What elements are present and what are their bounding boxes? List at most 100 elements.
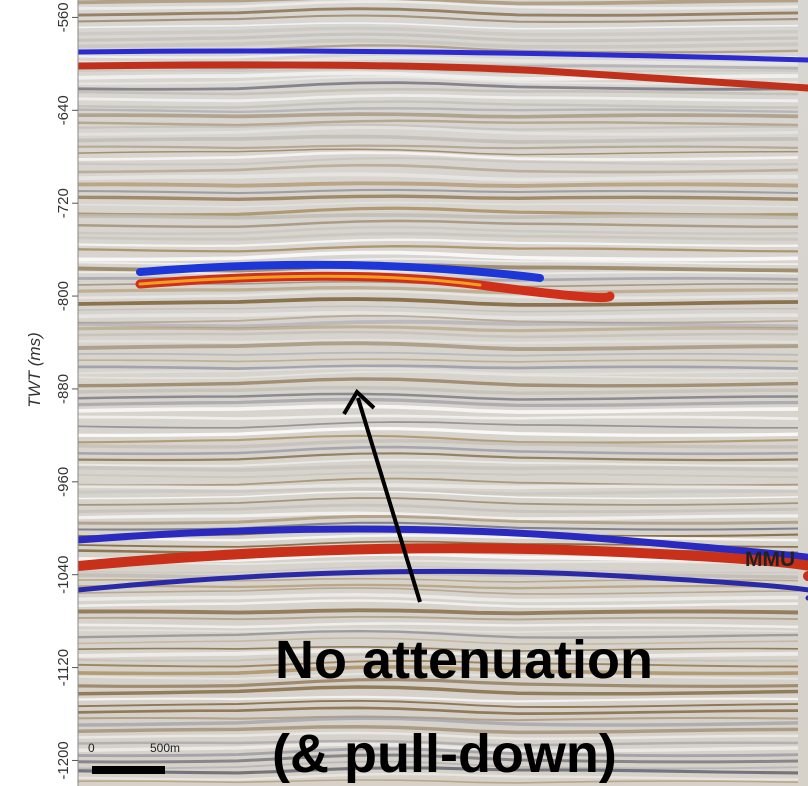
- trace: [78, 194, 799, 202]
- trace: [78, 742, 799, 753]
- y-tick-label: -720: [55, 188, 72, 218]
- annotation-text: No attenuation: [275, 630, 653, 690]
- trace: [78, 471, 799, 479]
- trace: [78, 370, 799, 379]
- trace: [78, 0, 799, 6]
- trace: [78, 297, 799, 307]
- trace: [78, 445, 799, 456]
- trace: [78, 351, 799, 357]
- trace: [78, 483, 799, 490]
- trace: [78, 172, 799, 182]
- trace: [78, 659, 799, 668]
- y-tick-label: -640: [55, 95, 72, 125]
- trace: [78, 134, 799, 144]
- trace: [78, 385, 799, 395]
- trace: [78, 695, 799, 703]
- trace: [78, 615, 799, 621]
- trace: [78, 250, 799, 262]
- trace: [78, 458, 799, 467]
- trace: [78, 311, 799, 320]
- trace: [78, 511, 799, 521]
- trace: [78, 477, 799, 487]
- trace: [78, 366, 799, 376]
- trace: [78, 314, 799, 324]
- trace: [78, 125, 799, 136]
- trace: [78, 38, 799, 49]
- trace: [78, 583, 799, 590]
- trace: [78, 779, 799, 784]
- trace: [78, 672, 799, 680]
- trace: [78, 68, 799, 74]
- y-tick-label: -800: [55, 281, 72, 311]
- y-tick-label: -1120: [55, 649, 72, 686]
- annotation-text: (& pull-down): [272, 724, 617, 784]
- trace: [78, 181, 799, 188]
- trace: [78, 731, 799, 740]
- trace: [78, 438, 798, 449]
- scale-label: 500m: [150, 741, 180, 755]
- y-tick-label: -960: [55, 467, 72, 497]
- arrow: [342, 388, 422, 603]
- trace: [78, 32, 799, 43]
- trace: [78, 245, 799, 253]
- y-tick-label: -880: [55, 374, 72, 404]
- trace: [78, 414, 799, 420]
- trace: [78, 753, 799, 764]
- trace: [78, 622, 799, 629]
- trace: [78, 319, 799, 329]
- trace: [78, 404, 799, 414]
- trace: [78, 257, 799, 266]
- trace: [78, 232, 799, 241]
- trace: [78, 305, 798, 313]
- trace: [78, 739, 799, 747]
- trace: [78, 706, 799, 715]
- trace: [78, 426, 799, 438]
- trace: [78, 81, 799, 91]
- trace: [78, 364, 799, 370]
- trace: [78, 608, 799, 616]
- trace: [78, 521, 799, 531]
- trace: [78, 93, 799, 103]
- trace: [78, 123, 799, 131]
- trace: [78, 397, 799, 408]
- trace: [78, 637, 799, 645]
- trace: [78, 0, 799, 10]
- trace: [78, 238, 799, 247]
- trace: [78, 325, 799, 333]
- axis-label: TWT (ms): [25, 332, 44, 408]
- trace: [78, 628, 799, 634]
- trace: [78, 22, 799, 30]
- trace: [78, 188, 799, 195]
- trace: [78, 724, 799, 735]
- y-tick-label: -560: [55, 2, 72, 32]
- trace: [78, 747, 799, 758]
- trace: [78, 772, 799, 781]
- trace: [78, 677, 799, 688]
- trace: [78, 148, 799, 156]
- scale-bar: [92, 766, 165, 774]
- trace: [78, 452, 799, 462]
- trace: [78, 156, 799, 166]
- trace: [78, 503, 799, 514]
- trace: [78, 653, 799, 662]
- trace: [78, 163, 799, 174]
- y-tick-label: -1200: [55, 741, 72, 779]
- trace: [78, 534, 799, 542]
- trace: [78, 377, 799, 388]
- trace: [78, 107, 799, 114]
- trace: [78, 119, 799, 127]
- trace: [78, 497, 799, 506]
- reflectors: [78, 48, 808, 601]
- trace: [78, 289, 799, 300]
- trace: [78, 100, 798, 109]
- scale-label: 0: [88, 741, 95, 755]
- trace: [78, 514, 799, 525]
- trace: [78, 213, 799, 220]
- trace: [78, 392, 799, 401]
- trace: [78, 358, 799, 363]
- trace: [78, 87, 799, 96]
- trace: [78, 685, 799, 696]
- trace: [78, 330, 799, 339]
- trace: [78, 648, 799, 659]
